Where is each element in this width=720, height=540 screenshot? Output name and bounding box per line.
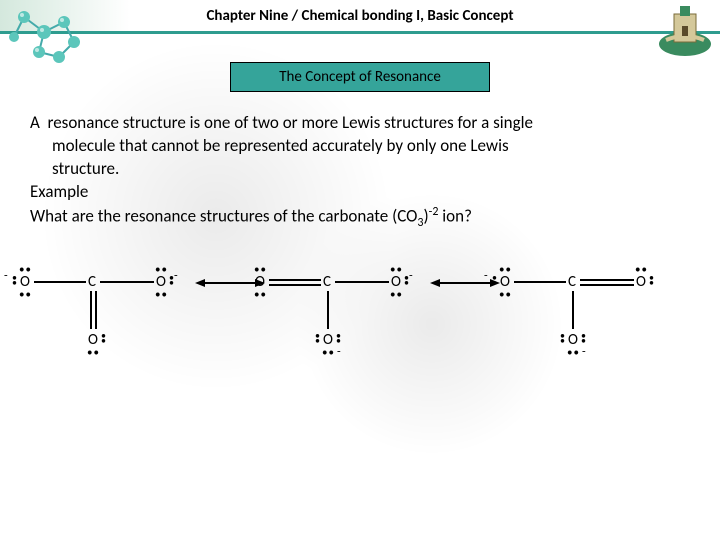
carbonate-structure-3: OCOO ••••••••••••••••-- bbox=[490, 251, 670, 371]
carbon-center: C bbox=[323, 273, 331, 291]
negative-charge: - bbox=[582, 345, 586, 359]
lone-pair: •• bbox=[315, 333, 320, 343]
negative-charge: - bbox=[4, 269, 8, 283]
bond-bottom bbox=[572, 291, 574, 329]
subtitle-text: The Concept of Resonance bbox=[279, 68, 441, 86]
lone-pair: •• bbox=[635, 264, 648, 275]
bond-left bbox=[34, 281, 86, 283]
section-subtitle: The Concept of Resonance bbox=[230, 62, 490, 92]
lone-pair: •• bbox=[390, 289, 403, 300]
lone-pair: •• bbox=[254, 289, 267, 300]
molecule-icon bbox=[4, 2, 94, 72]
carbonate-structure-1: OCOO ••••••••••••••••-- bbox=[10, 251, 190, 371]
negative-charge: - bbox=[409, 269, 413, 283]
carbon-center: C bbox=[88, 273, 96, 291]
negative-charge: - bbox=[174, 269, 178, 283]
bond-right bbox=[100, 281, 154, 283]
negative-charge: - bbox=[337, 345, 341, 359]
carbon-center: C bbox=[568, 273, 576, 291]
body-text: A resonance structure is one of two or m… bbox=[30, 112, 690, 231]
lone-pair: •• bbox=[499, 289, 512, 300]
lone-pair: •• bbox=[254, 264, 267, 275]
lone-pair: •• bbox=[19, 289, 32, 300]
lone-pair: •• bbox=[567, 347, 580, 358]
lone-pair: •• bbox=[390, 264, 403, 275]
lone-pair: •• bbox=[12, 275, 17, 285]
lone-pair: •• bbox=[87, 347, 100, 358]
question-prefix: What are the resonance structures of the… bbox=[30, 205, 417, 226]
resonance-diagram: OCOO ••••••••••••••••-- OCOO ••••••••••••… bbox=[10, 251, 710, 401]
lone-pair: •• bbox=[19, 264, 32, 275]
header-bar: Chapter Nine / Chemical bonding I, Basic… bbox=[0, 0, 720, 34]
lone-pair: •• bbox=[155, 289, 168, 300]
lone-pair: •• bbox=[560, 333, 565, 343]
bond-right bbox=[580, 284, 634, 286]
bond-left bbox=[514, 281, 566, 283]
lone-pair: •• bbox=[649, 275, 654, 285]
bond-right bbox=[335, 281, 389, 283]
carbonate-structure-2: OCOO ••••••••••••••••-- bbox=[245, 251, 425, 371]
definition-text: A resonance structure is one of two or m… bbox=[30, 112, 690, 181]
lone-pair: •• bbox=[322, 347, 335, 358]
lone-pair: •• bbox=[155, 264, 168, 275]
question-suffix: ion? bbox=[438, 205, 472, 226]
bond-bottom bbox=[327, 291, 329, 329]
university-logo-icon bbox=[656, 2, 714, 58]
example-label: Example bbox=[30, 181, 690, 204]
question-sup: -2 bbox=[429, 205, 439, 219]
bond-bottom bbox=[90, 291, 92, 329]
chapter-title: Chapter Nine / Chemical bonding I, Basic… bbox=[206, 7, 513, 25]
bond-left bbox=[269, 284, 321, 286]
bond-left bbox=[269, 279, 321, 281]
bond-bottom bbox=[95, 291, 97, 329]
lone-pair: •• bbox=[101, 333, 106, 343]
lone-pair: •• bbox=[499, 264, 512, 275]
resonance-arrow-icon bbox=[430, 276, 500, 290]
bond-right bbox=[580, 279, 634, 281]
question-text: What are the resonance structures of the… bbox=[30, 204, 690, 231]
resonance-arrow-icon bbox=[195, 276, 265, 290]
lone-pair: •• bbox=[581, 333, 586, 343]
lone-pair: •• bbox=[336, 333, 341, 343]
